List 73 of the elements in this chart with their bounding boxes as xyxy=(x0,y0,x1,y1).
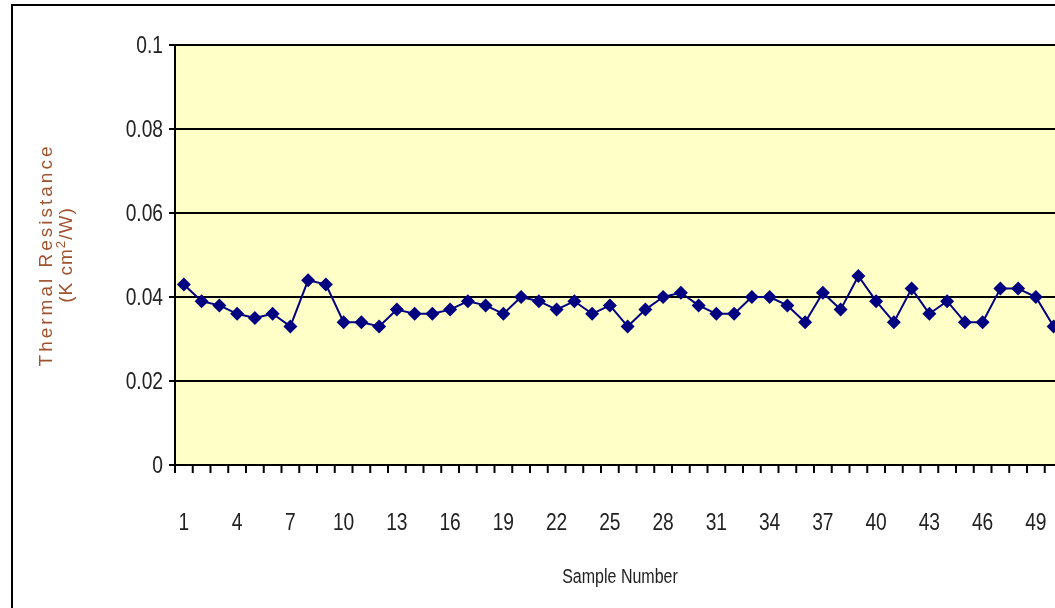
x-tick-label: 28 xyxy=(652,507,674,536)
x-tick-label: 1 xyxy=(178,507,190,536)
y-tick-label: 0.06 xyxy=(125,199,163,227)
x-tick-label: 40 xyxy=(865,507,887,536)
x-tick-label: 22 xyxy=(545,507,568,536)
point xyxy=(354,315,369,330)
point xyxy=(265,306,280,321)
point xyxy=(886,315,901,330)
point xyxy=(283,319,298,334)
point xyxy=(1011,281,1026,296)
x-axis-title: Sample Number xyxy=(562,565,678,588)
y-tick-label: 0 xyxy=(152,451,163,479)
point xyxy=(780,298,795,313)
y-tick-label: 0.1 xyxy=(136,31,163,59)
point xyxy=(318,277,333,292)
point xyxy=(389,302,404,317)
x-tick-label: 37 xyxy=(812,507,834,536)
point xyxy=(727,306,742,321)
point xyxy=(851,269,866,283)
point xyxy=(194,294,209,309)
point xyxy=(247,311,262,325)
point xyxy=(762,290,777,304)
x-tick-label: 19 xyxy=(492,507,515,536)
point xyxy=(975,315,990,330)
point xyxy=(372,319,387,334)
point xyxy=(1028,290,1043,304)
point xyxy=(673,285,688,300)
y-tick-label: 0.08 xyxy=(125,115,163,143)
point xyxy=(993,281,1008,296)
point xyxy=(230,306,245,321)
point xyxy=(940,294,955,309)
x-tick-label: 4 xyxy=(231,507,243,536)
point xyxy=(212,298,227,313)
point xyxy=(549,302,564,317)
point xyxy=(798,315,813,330)
point xyxy=(460,294,475,309)
point xyxy=(957,315,972,330)
x-tick-label: 25 xyxy=(599,507,621,536)
point xyxy=(709,306,724,321)
point xyxy=(443,302,458,317)
point xyxy=(478,298,493,313)
point xyxy=(904,281,919,296)
x-tick-label: 31 xyxy=(705,507,728,536)
point xyxy=(585,306,600,321)
point xyxy=(744,290,759,304)
point xyxy=(815,285,830,300)
x-tick-label: 13 xyxy=(386,507,408,536)
point xyxy=(691,298,706,313)
x-tick-label: 46 xyxy=(971,507,994,536)
x-tick-label: 43 xyxy=(918,507,941,536)
point xyxy=(176,277,191,292)
point xyxy=(531,294,546,309)
x-tick-label: 7 xyxy=(285,507,296,536)
point xyxy=(425,306,440,321)
y-tick-label: 0.02 xyxy=(125,367,163,395)
point xyxy=(638,302,653,317)
point xyxy=(336,315,351,330)
point xyxy=(514,290,529,304)
point xyxy=(602,298,617,313)
x-tick-label: 49 xyxy=(1025,507,1047,536)
x-tick-label: 16 xyxy=(439,507,461,536)
point xyxy=(922,306,937,321)
x-tick-label: 34 xyxy=(758,507,781,536)
point xyxy=(833,302,848,317)
point xyxy=(567,294,582,309)
y-tick-label: 0.04 xyxy=(125,283,163,311)
x-tick-label: 10 xyxy=(332,507,355,536)
point xyxy=(869,294,884,309)
point xyxy=(496,306,511,321)
point xyxy=(656,290,671,304)
point xyxy=(620,319,635,334)
point xyxy=(407,306,422,321)
point xyxy=(301,273,316,288)
